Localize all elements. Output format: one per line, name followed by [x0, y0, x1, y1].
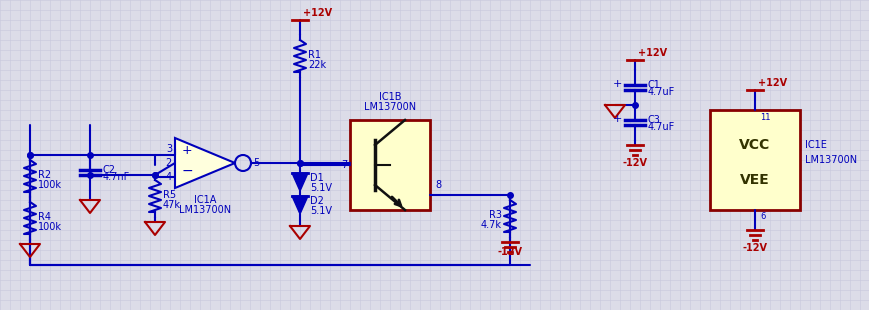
Polygon shape	[292, 173, 308, 191]
Text: VCC: VCC	[739, 138, 770, 152]
Text: +: +	[612, 79, 621, 89]
Text: 4.7uF: 4.7uF	[647, 122, 674, 132]
Text: 6: 6	[760, 212, 765, 221]
Polygon shape	[175, 138, 235, 188]
Text: +: +	[612, 114, 621, 124]
Text: C1: C1	[647, 80, 660, 90]
Text: 4: 4	[166, 172, 172, 182]
Text: +12V: +12V	[302, 8, 332, 18]
Text: 3: 3	[166, 144, 172, 154]
Text: 2: 2	[166, 158, 172, 168]
FancyBboxPatch shape	[709, 110, 799, 210]
Text: 11: 11	[760, 113, 770, 122]
Text: 7: 7	[341, 160, 347, 170]
Text: IC1E: IC1E	[804, 140, 826, 150]
Text: D2: D2	[309, 196, 323, 206]
Text: 8: 8	[434, 180, 441, 190]
Text: -12V: -12V	[622, 158, 647, 168]
Text: −: −	[181, 164, 193, 178]
Text: +: +	[182, 144, 192, 157]
Text: 5.1V: 5.1V	[309, 183, 332, 193]
Text: R4: R4	[38, 212, 51, 222]
Text: -12V: -12V	[497, 247, 522, 257]
Text: C2: C2	[103, 165, 116, 175]
Text: 100k: 100k	[38, 222, 62, 232]
Text: 5: 5	[253, 158, 259, 168]
Text: 47k: 47k	[163, 200, 181, 210]
Text: 22k: 22k	[308, 60, 326, 70]
Text: 4.7k: 4.7k	[481, 220, 501, 230]
Text: LM13700N: LM13700N	[363, 102, 415, 112]
Text: R1: R1	[308, 50, 321, 60]
FancyBboxPatch shape	[349, 120, 429, 210]
Text: D1: D1	[309, 173, 323, 183]
Text: 4.7uF: 4.7uF	[647, 87, 674, 97]
Text: IC1A: IC1A	[194, 195, 216, 205]
Text: C3: C3	[647, 115, 660, 125]
Text: 5.1V: 5.1V	[309, 206, 332, 216]
Text: R2: R2	[38, 170, 51, 180]
Text: -12V: -12V	[741, 243, 766, 253]
Text: VEE: VEE	[740, 173, 769, 187]
Text: 4.7nF: 4.7nF	[103, 172, 130, 182]
Polygon shape	[292, 196, 308, 214]
Text: IC1B: IC1B	[378, 92, 401, 102]
Text: 100k: 100k	[38, 180, 62, 190]
Text: LM13700N: LM13700N	[179, 205, 231, 215]
Text: R5: R5	[163, 190, 176, 200]
Text: +12V: +12V	[757, 78, 786, 88]
Text: LM13700N: LM13700N	[804, 155, 856, 165]
Text: R3: R3	[488, 210, 501, 220]
Text: +12V: +12V	[637, 48, 667, 58]
